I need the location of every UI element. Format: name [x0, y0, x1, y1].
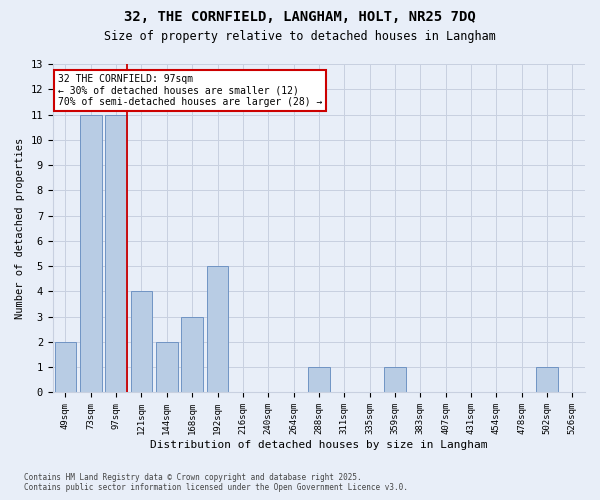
- Bar: [384, 367, 406, 392]
- Bar: [80, 114, 101, 392]
- Bar: [181, 316, 203, 392]
- Text: 32 THE CORNFIELD: 97sqm
← 30% of detached houses are smaller (12)
70% of semi-de: 32 THE CORNFIELD: 97sqm ← 30% of detache…: [58, 74, 322, 107]
- Text: 32, THE CORNFIELD, LANGHAM, HOLT, NR25 7DQ: 32, THE CORNFIELD, LANGHAM, HOLT, NR25 7…: [124, 10, 476, 24]
- Bar: [156, 342, 178, 392]
- Bar: [308, 367, 329, 392]
- Bar: [55, 342, 76, 392]
- Bar: [536, 367, 558, 392]
- Bar: [207, 266, 228, 392]
- Text: Contains HM Land Registry data © Crown copyright and database right 2025.
Contai: Contains HM Land Registry data © Crown c…: [24, 473, 408, 492]
- Text: Size of property relative to detached houses in Langham: Size of property relative to detached ho…: [104, 30, 496, 43]
- Bar: [106, 114, 127, 392]
- Y-axis label: Number of detached properties: Number of detached properties: [15, 138, 25, 319]
- X-axis label: Distribution of detached houses by size in Langham: Distribution of detached houses by size …: [150, 440, 488, 450]
- Bar: [131, 292, 152, 392]
